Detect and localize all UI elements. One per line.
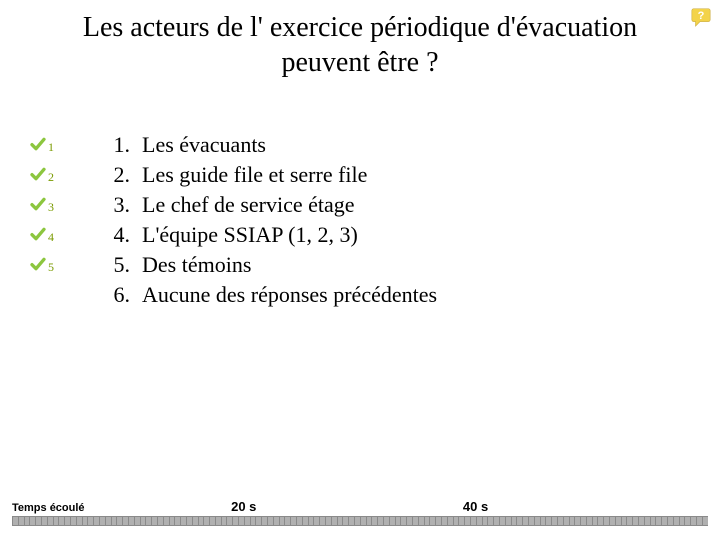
check-icon (30, 166, 46, 182)
timer-tick-2: 40 s (463, 499, 488, 514)
check-icon (30, 256, 46, 272)
question-title-line1: Les acteurs de l' exercice périodique d'… (83, 12, 637, 43)
timer-footer: Temps écoulé 20 s 40 s (12, 496, 708, 526)
answer-number: 2. (100, 160, 130, 190)
answer-number: 4. (100, 220, 130, 250)
answer-text: Des témoins (142, 250, 251, 280)
answer-text: Aucune des réponses précédentes (142, 280, 437, 310)
answer-number: 1. (100, 130, 130, 160)
timer-tick-1: 20 s (231, 499, 256, 514)
answer-number: 6. (100, 280, 130, 310)
answer-item[interactable]: 6. Aucune des réponses précédentes (100, 280, 437, 310)
check-number: 2 (48, 170, 54, 185)
answer-text: Les guide file et serre file (142, 160, 367, 190)
timer-progress-bar (12, 516, 708, 526)
answer-text: Les évacuants (142, 130, 266, 160)
answer-item[interactable]: 3. Le chef de service étage (100, 190, 437, 220)
timer-segment (702, 516, 708, 526)
check-number: 5 (48, 260, 54, 275)
answer-item[interactable]: 5. Des témoins (100, 250, 437, 280)
check-icon (30, 136, 46, 152)
check-number: 3 (48, 200, 54, 215)
check-row: 3 (30, 190, 70, 218)
check-icon (30, 196, 46, 212)
check-row: 2 (30, 160, 70, 188)
check-number: 4 (48, 230, 54, 245)
check-row: 4 (30, 220, 70, 248)
answer-item[interactable]: 2. Les guide file et serre file (100, 160, 437, 190)
timer-labels: Temps écoulé 20 s 40 s (12, 496, 708, 514)
timer-elapsed-label: Temps écoulé (12, 502, 85, 514)
answer-text: L'équipe SSIAP (1, 2, 3) (142, 220, 358, 250)
question-title-line2: peuvent être ? (281, 47, 438, 78)
correct-answer-checks: 1 2 3 4 5 (30, 130, 70, 280)
question-title: Les acteurs de l' exercice périodique d'… (0, 10, 720, 80)
quiz-slide: { "title_line1": "Les acteurs de l' exer… (0, 0, 720, 540)
answer-text: Le chef de service étage (142, 190, 355, 220)
answer-item[interactable]: 1. Les évacuants (100, 130, 437, 160)
check-number: 1 (48, 140, 54, 155)
check-row: 1 (30, 130, 70, 158)
answer-number: 5. (100, 250, 130, 280)
answer-list: 1. Les évacuants 2. Les guide file et serre… (100, 130, 437, 310)
check-icon (30, 226, 46, 242)
check-row: 5 (30, 250, 70, 278)
answer-number: 3. (100, 190, 130, 220)
answer-item[interactable]: 4. L'équipe SSIAP (1, 2, 3) (100, 220, 437, 250)
